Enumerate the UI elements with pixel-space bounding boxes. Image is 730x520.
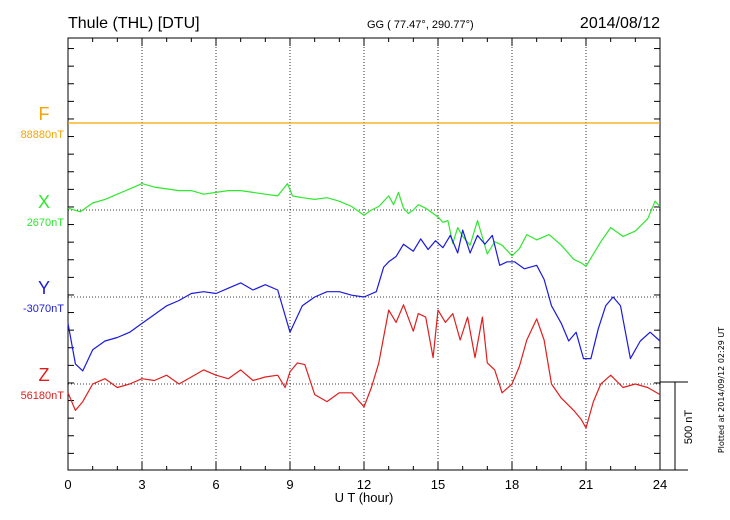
x-tick-label: 12 — [357, 477, 371, 492]
station-title: Thule (THL) [DTU] — [68, 15, 200, 32]
x-tick-label: 0 — [64, 477, 71, 492]
trace-y — [67, 229, 661, 372]
x-axis-label: U T (hour) — [335, 490, 394, 505]
baseline-value-f: 88880nT — [21, 129, 65, 141]
x-tick-label: 15 — [431, 477, 445, 492]
component-labels: F 88880nT X 2670nT Y -3070nT Z 56180nT — [21, 104, 65, 402]
x-tick-label: 24 — [653, 477, 667, 492]
date-label: 2014/08/12 — [580, 15, 660, 32]
x-tick-label: 18 — [505, 477, 519, 492]
x-axis: 0 3 6 9 12 15 18 21 24 — [64, 38, 667, 492]
trace-x — [67, 183, 661, 267]
baseline-value-x: 2670nT — [27, 217, 65, 229]
x-tick-label: 3 — [138, 477, 145, 492]
left-right-ticks — [68, 48, 660, 454]
traces — [67, 122, 661, 429]
x-tick-label: 21 — [579, 477, 593, 492]
coordinates-label: GG ( 77.47°, 290.77°) — [367, 19, 474, 31]
component-label-f: F — [39, 104, 50, 124]
scale-bar: 500 nT — [660, 381, 695, 471]
x-tick-label: 6 — [212, 477, 219, 492]
component-label-y: Y — [38, 278, 50, 298]
scale-bar-label: 500 nT — [683, 410, 695, 445]
trace-z — [67, 304, 661, 429]
component-label-z: Z — [39, 365, 50, 385]
component-label-x: X — [38, 192, 50, 212]
plotted-timestamp: Plotted at 2014/09/12 02:29 UT — [717, 327, 726, 453]
x-tick-label: 9 — [286, 477, 293, 492]
baseline-value-z: 56180nT — [21, 390, 65, 402]
baseline-value-y: -3070nT — [23, 303, 64, 315]
vertical-grid — [141, 38, 587, 470]
